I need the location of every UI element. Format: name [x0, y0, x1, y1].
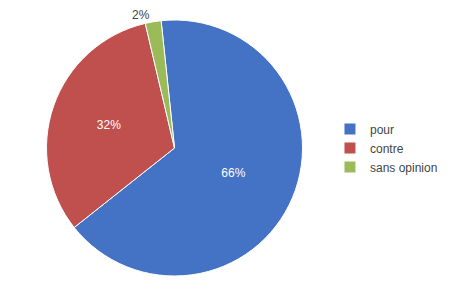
svg-text:contre: contre [370, 142, 404, 156]
svg-text:2%: 2% [132, 8, 150, 22]
svg-text:pour: pour [370, 123, 394, 137]
svg-text:sans opinion: sans opinion [370, 161, 437, 175]
svg-text:66%: 66% [221, 166, 245, 180]
svg-text:32%: 32% [97, 118, 121, 132]
